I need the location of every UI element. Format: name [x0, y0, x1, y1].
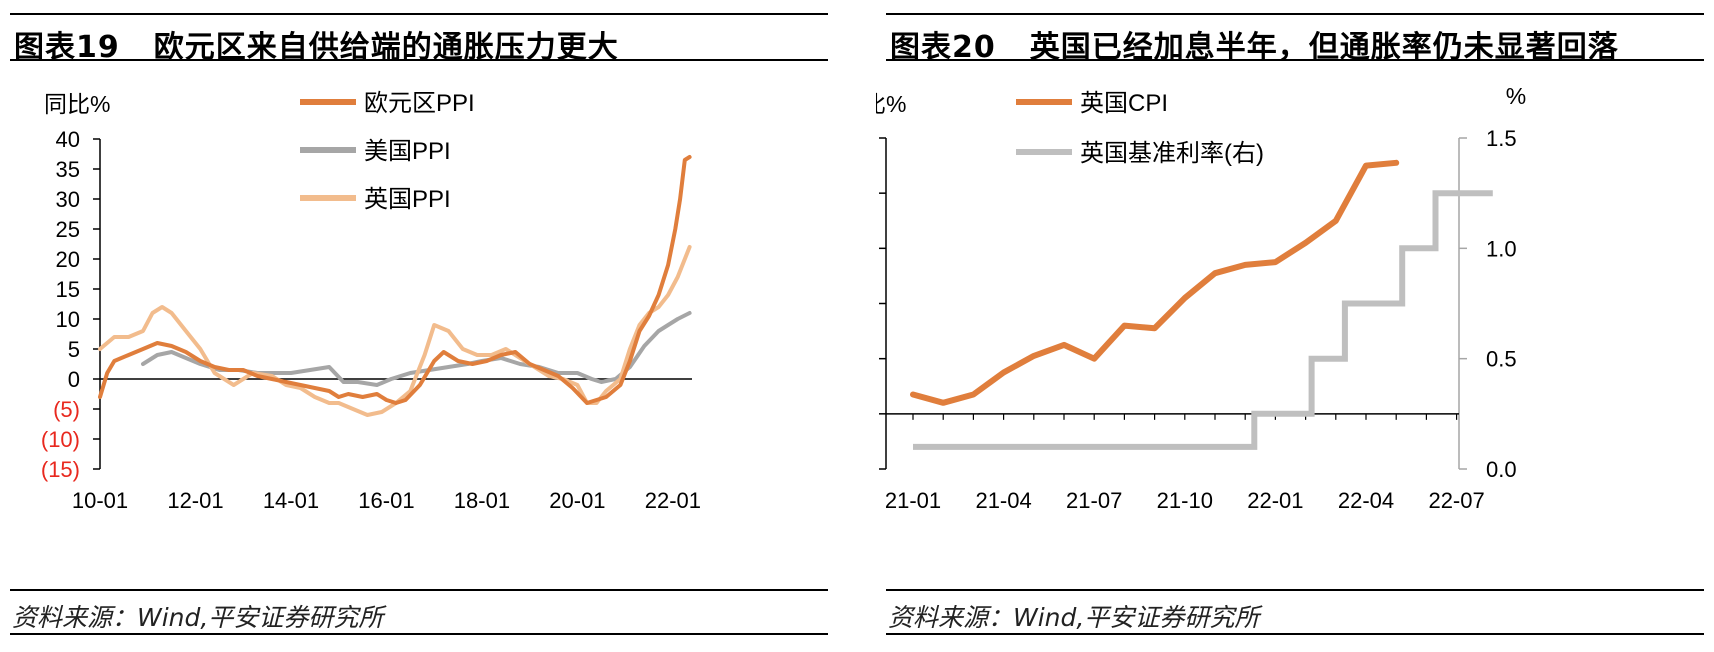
x-tick-label: 21-07 [1066, 488, 1122, 513]
x-tick-label: 20-01 [549, 488, 605, 513]
bottom-rule [886, 633, 1704, 635]
x-tick-label: 21-10 [1157, 488, 1213, 513]
x-tick-label: 22-07 [1428, 488, 1484, 513]
legend-label-us: 美国PPI [364, 138, 451, 165]
source-top-rule [10, 589, 828, 591]
x-tick-label: 22-01 [1247, 488, 1303, 513]
y-tick-label: 0 [68, 367, 80, 392]
source-note: 资料来源：Wind,平安证券研究所 [12, 603, 384, 632]
legend-label-euro: 欧元区PPI [364, 90, 475, 117]
x-tick-label: 14-01 [263, 488, 319, 513]
x-tick-label: 22-01 [645, 488, 701, 513]
y-axis-label: 同比% [44, 91, 110, 117]
legend-label-uk: 英国PPI [364, 186, 451, 213]
y-tick-label: (15) [41, 457, 80, 482]
source-top-rule [886, 589, 1704, 591]
x-tick-label: 22-04 [1338, 488, 1394, 513]
x-tick-label: 10-01 [72, 488, 128, 513]
y-tick-label: 20 [56, 247, 80, 272]
y-tick-label: (5) [53, 397, 80, 422]
y-axis-label: 同比% [876, 91, 906, 117]
y-right-tick-label: 0.0 [1486, 457, 1517, 482]
title-rule [10, 59, 828, 61]
y-tick-label: 5 [68, 337, 80, 362]
legend-label-rate: 英国基准利率(右) [1080, 140, 1264, 167]
series-line-rate [913, 190, 1493, 450]
x-tick-label: 18-01 [454, 488, 510, 513]
series-line-uk [98, 245, 692, 417]
y-axis-right-label: % [1506, 83, 1526, 109]
x-tick-label: 12-01 [167, 488, 223, 513]
top-rule [886, 13, 1704, 15]
y-right-tick-label: 1.5 [1486, 126, 1517, 151]
y-tick-label: 30 [56, 187, 80, 212]
y-tick-label: 15 [56, 277, 80, 302]
source-note: 资料来源：Wind,平安证券研究所 [888, 603, 1260, 632]
figure-19-panel: 图表19 欧元区来自供给端的通胀压力更大 同比% 40 35 30 25 20 15 10 5 0(… [0, 0, 838, 652]
euro-ppi-chart: 同比% 40 35 30 25 20 15 10 5 0 (5) (10) (15) 10-01 12-01… [41, 90, 701, 513]
y-tick-label: (10) [41, 427, 80, 452]
x-tick-label: 21-01 [885, 488, 941, 513]
y-right-tick-label: 1.0 [1486, 236, 1517, 261]
uk-cpi-chart: 同比%%1086420(2)1.51.00.50.021-0121-0421-0… [876, 83, 1526, 513]
bottom-rule [10, 633, 828, 635]
y-tick-label: 10 [56, 307, 80, 332]
y-tick-label: 25 [56, 217, 80, 242]
legend-label-cpi: 英国CPI [1080, 90, 1168, 117]
title-rule [886, 59, 1704, 61]
x-tick-label: 21-04 [975, 488, 1031, 513]
x-tick-label: 16-01 [358, 488, 414, 513]
y-tick-label: 40 [56, 127, 80, 152]
y-right-tick-label: 0.5 [1486, 347, 1517, 372]
y-tick-label: 35 [56, 157, 80, 182]
series-line-cpi [910, 159, 1400, 406]
series-line-euro [98, 155, 692, 405]
top-rule [10, 13, 828, 15]
